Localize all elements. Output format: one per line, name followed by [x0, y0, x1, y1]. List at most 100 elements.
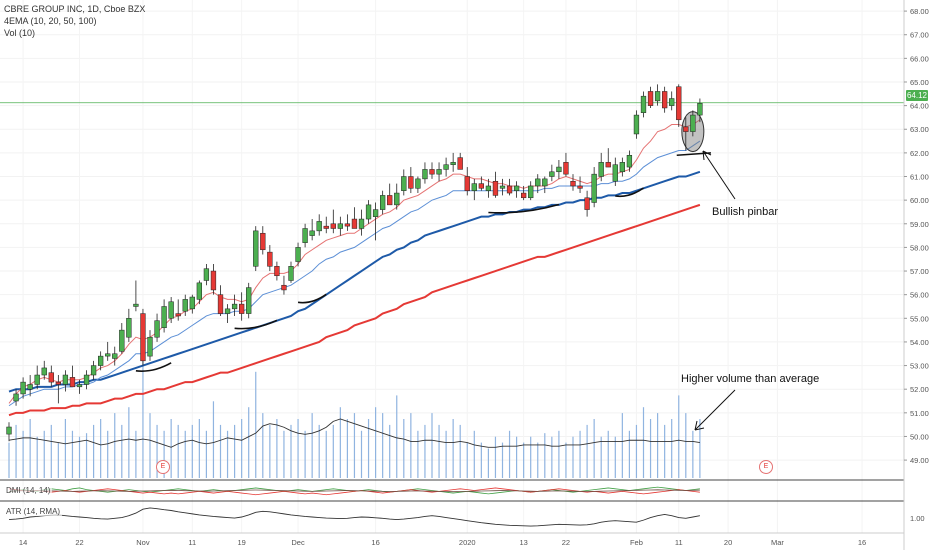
volume-bar [487, 448, 489, 478]
volume-bar [22, 430, 24, 478]
candle-up [119, 329, 125, 352]
candle-up [98, 355, 104, 366]
candlesticks [6, 84, 703, 442]
candle-up [182, 299, 188, 312]
candle-up [380, 195, 386, 210]
candle-down [344, 223, 351, 227]
volume-bar [473, 430, 475, 478]
price-tick-label: 51.00 [910, 409, 929, 418]
candle-down [570, 180, 576, 187]
candle-down [140, 313, 146, 362]
volume-bar [149, 413, 151, 478]
volume-bar [642, 407, 645, 478]
earnings-marker[interactable]: E [156, 460, 170, 474]
volume-bar [537, 442, 539, 478]
volume-bar [107, 430, 109, 478]
price-tick-label: 64.00 [910, 102, 929, 111]
candle-up [401, 176, 407, 191]
volume-bar [191, 424, 193, 478]
annotation-bullish-pinbar[interactable]: Bullish pinbar [712, 206, 779, 218]
ema-legend[interactable]: 4EMA (10, 20, 50, 100) [4, 16, 97, 26]
candle-up [591, 173, 597, 203]
candle-down [647, 91, 654, 106]
volume-bar [367, 419, 370, 478]
candle-up [133, 303, 139, 307]
time-tick-label: 16 [371, 538, 379, 547]
volume-bar [135, 430, 137, 478]
support-arc [297, 293, 327, 304]
volume-bar [276, 419, 278, 478]
candle-up [41, 367, 47, 376]
candle-up [633, 114, 640, 135]
volume-bar [664, 424, 666, 478]
price-tick-label: 50.00 [910, 432, 929, 441]
volume-average-line [8, 418, 700, 448]
price-tick-label: 66.00 [910, 54, 929, 63]
volume-bar [516, 436, 518, 478]
volume-bar [600, 436, 602, 478]
candle-up [394, 192, 400, 206]
candle-up [528, 185, 534, 199]
candle-up [196, 282, 202, 300]
volume-bar [156, 424, 158, 478]
annotation-higher-volume[interactable]: Higher volume than average [681, 373, 820, 385]
candle-up [669, 98, 675, 106]
price-tick-label: 67.00 [910, 31, 929, 40]
volume-arrow-head [694, 420, 705, 431]
candle-up [253, 230, 259, 267]
time-tick-label: 2020 [459, 538, 476, 547]
support-arc [488, 203, 560, 214]
volume-bar [205, 430, 207, 478]
volume-bar [85, 433, 88, 478]
volume-bar [297, 419, 299, 478]
time-tick-label: 11 [188, 538, 196, 547]
volume-bar [71, 430, 74, 478]
volume-bar [50, 424, 52, 478]
candle-up [513, 185, 520, 191]
volume-bar [255, 371, 257, 478]
volume-bar [325, 430, 327, 478]
support-arc [615, 187, 644, 198]
support-arc [135, 362, 172, 372]
candle-down [563, 162, 569, 175]
volume-bar [64, 419, 66, 478]
volume-bar [530, 436, 532, 478]
volume-bar [8, 442, 10, 478]
time-tick-label: Nov [136, 538, 150, 547]
price-tick-label: 52.00 [910, 385, 929, 394]
volume-bar [593, 419, 595, 478]
volume-bar [692, 430, 694, 478]
candle-up [654, 91, 661, 102]
candle-up [619, 162, 626, 173]
volume-bar [403, 419, 405, 478]
candle-up [13, 393, 19, 402]
adx-line [8, 489, 700, 493]
candle-down [478, 183, 485, 189]
candle-up [422, 169, 428, 180]
time-tick-label: Feb [630, 538, 643, 547]
earnings-marker-upcoming[interactable]: E [759, 460, 773, 474]
price-tick-label: 58.00 [910, 243, 929, 252]
candle-down [217, 294, 224, 314]
candle-up [316, 221, 322, 232]
volume-legend[interactable]: Vol (10) [4, 28, 36, 38]
volume-bar [466, 442, 468, 478]
time-tick-label: 14 [19, 538, 27, 547]
pinbar-arrow [702, 150, 736, 200]
volume-bar [382, 413, 384, 478]
dmi-pane-label[interactable]: DMI (14, 14) [4, 486, 53, 495]
candle-down [408, 176, 414, 189]
candle-up [612, 164, 618, 182]
candle-up [154, 320, 160, 338]
volume-bar [375, 407, 377, 478]
price-tick-label: 60.00 [910, 196, 929, 205]
atr-pane-label[interactable]: ATR (14, RMA) [4, 507, 63, 516]
candle-up [337, 223, 344, 229]
candle-up [697, 103, 703, 116]
chart-symbol-title: CBRE GROUP INC, 1D, Cboe BZX [4, 4, 146, 14]
volume-bar [184, 430, 186, 478]
volume-bar [29, 419, 31, 478]
volume-bar [318, 424, 320, 478]
